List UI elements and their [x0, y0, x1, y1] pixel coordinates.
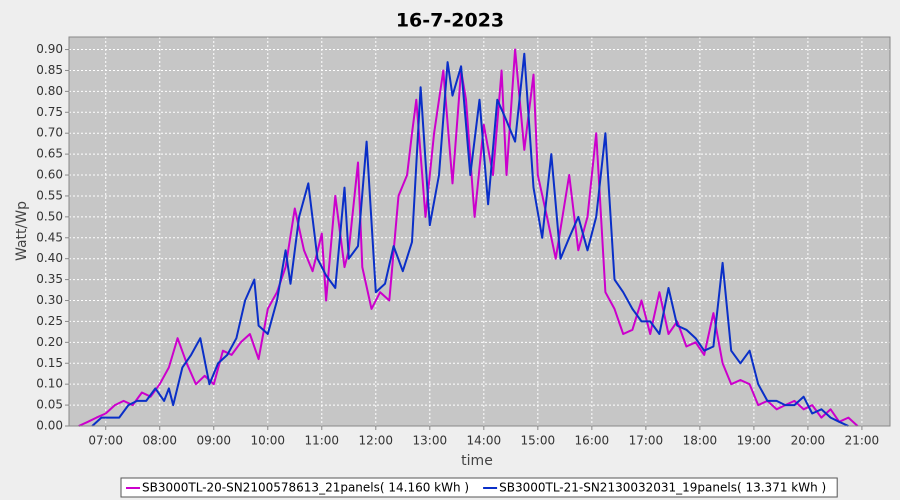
chart-title: 16-7-2023 — [396, 10, 504, 32]
y-tick-label: 0.80 — [36, 84, 63, 98]
x-tick-label: 07:00 — [88, 434, 123, 448]
x-tick-label: 20:00 — [791, 434, 826, 448]
x-tick-label: 16:00 — [575, 434, 610, 448]
x-tick-label: 19:00 — [737, 434, 772, 448]
y-tick-label: 0.55 — [36, 188, 63, 202]
y-tick-label: 0.30 — [36, 293, 63, 307]
y-tick-label: 0.10 — [36, 377, 63, 391]
x-tick-label: 11:00 — [304, 434, 339, 448]
legend-label: SB3000TL-21-SN2130032031_19panels( 13.37… — [499, 481, 826, 495]
plot-border — [68, 36, 891, 427]
y-tick-label: 0.25 — [36, 314, 63, 328]
x-tick-label: 15:00 — [521, 434, 556, 448]
legend-label: SB3000TL-20-SN2100578613_21panels( 14.16… — [142, 481, 469, 495]
y-tick-label: 0.70 — [36, 126, 63, 140]
y-axis-label: Watt/Wp — [14, 201, 30, 261]
x-tick-label: 17:00 — [629, 434, 664, 448]
y-tick-label: 0.75 — [36, 105, 63, 119]
y-tick-label: 0.65 — [36, 147, 63, 161]
x-tick-label: 12:00 — [358, 434, 393, 448]
y-tick-label: 0.05 — [36, 398, 63, 412]
series-line — [91, 52, 849, 427]
legend-box — [120, 477, 838, 498]
x-tick-label: 18:00 — [683, 434, 718, 448]
x-tick-label: 14:00 — [467, 434, 502, 448]
y-tick-label: 0.60 — [36, 168, 63, 182]
y-tick-label: 0.35 — [36, 272, 63, 286]
x-tick-label: 09:00 — [196, 434, 231, 448]
y-tick-label: 0.15 — [36, 356, 63, 370]
y-tick-label: 0.85 — [36, 63, 63, 77]
x-tick-label: 13:00 — [413, 434, 448, 448]
x-tick-label: 08:00 — [142, 434, 177, 448]
y-tick-label: 0.45 — [36, 230, 63, 244]
x-tick-label: 10:00 — [250, 434, 285, 448]
y-tick-label: 0.50 — [36, 209, 63, 223]
x-axis-label: time — [461, 453, 493, 469]
y-tick-label: 0.90 — [36, 42, 63, 56]
y-tick-label: 0.40 — [36, 251, 63, 265]
y-tick-label: 0.00 — [36, 419, 63, 433]
x-tick-label: 21:00 — [845, 434, 880, 448]
y-tick-label: 0.20 — [36, 335, 63, 349]
plot-area — [69, 37, 890, 426]
